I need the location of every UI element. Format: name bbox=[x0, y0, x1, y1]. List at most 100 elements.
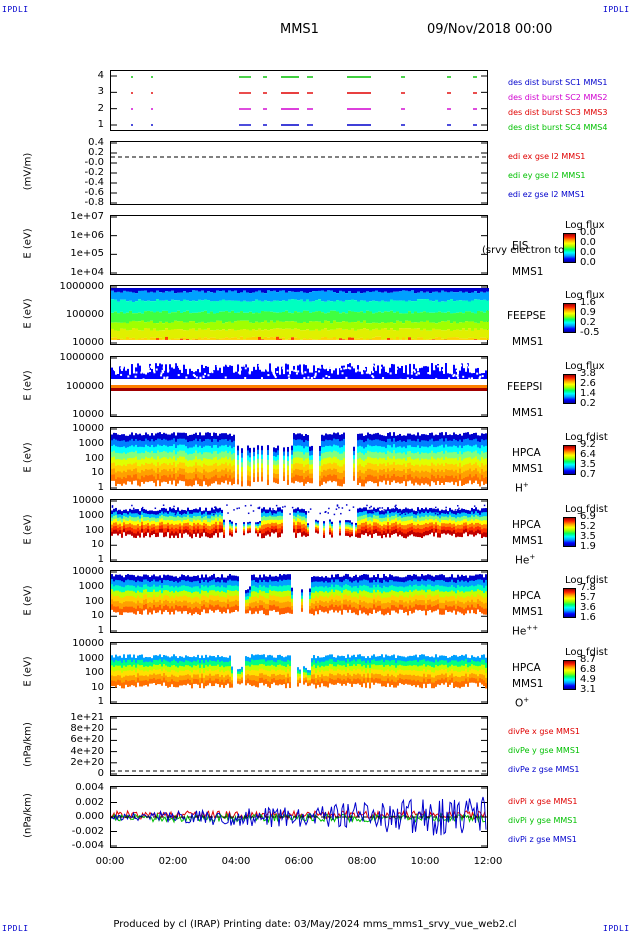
date-title: 09/Nov/2018 00:00 bbox=[427, 22, 553, 37]
y-tick-label: 1 bbox=[97, 119, 104, 130]
corner-label-bl: IPDLI bbox=[2, 924, 29, 933]
instrument-label: HPCA bbox=[512, 519, 541, 531]
colorbar bbox=[563, 588, 576, 618]
y-axis-label: E (eV) bbox=[22, 298, 34, 329]
y-tick-label: -0.2 bbox=[84, 167, 104, 178]
species-name: He bbox=[515, 554, 530, 567]
y-tick-label: 100 bbox=[84, 595, 104, 607]
legend-entry: divPi x gse MMS1 bbox=[508, 797, 578, 806]
colorbar-label: 0.9 bbox=[580, 307, 596, 318]
panel-hpca_h bbox=[110, 427, 488, 490]
legend-entry: divPe z gse MMS1 bbox=[508, 765, 580, 774]
legend-entry: des dist burst SC4 MMS4 bbox=[508, 123, 608, 132]
y-tick-label: 100 bbox=[84, 667, 104, 678]
legend-entry: des dist burst SC2 MMS2 bbox=[508, 93, 608, 102]
x-tick-label: 12:00 bbox=[473, 856, 503, 867]
y-tick-label: 100000 bbox=[65, 380, 104, 392]
species-charge: ++ bbox=[526, 624, 539, 632]
colorbar-label: 7.8 bbox=[580, 582, 596, 593]
species-label: H+ bbox=[515, 481, 529, 495]
y-tick-label: 0.4 bbox=[88, 137, 104, 148]
y-tick-label: 1 bbox=[97, 554, 104, 565]
y-tick-label: 2 bbox=[97, 102, 104, 114]
y-tick-label: 0.2 bbox=[88, 147, 104, 158]
colorbar-title: Log fdist bbox=[565, 504, 608, 515]
corner-label-br: IPDLI bbox=[603, 924, 630, 933]
y-tick-label: 1000 bbox=[78, 437, 104, 449]
colorbar-label: 0.2 bbox=[580, 398, 596, 409]
colorbar-label: 0.7 bbox=[580, 469, 596, 480]
legend-entry: divPe y gse MMS1 bbox=[508, 746, 580, 755]
y-tick-label: 3 bbox=[97, 86, 104, 98]
y-tick-label: -0.002 bbox=[71, 825, 104, 837]
colorbar-label: 6.4 bbox=[580, 449, 596, 460]
y-tick-label: 100 bbox=[84, 452, 104, 464]
panel-burst bbox=[110, 70, 488, 131]
legend-entry: des dist burst SC1 MMS1 bbox=[508, 78, 608, 87]
colorbar-title: Log fdist bbox=[565, 432, 608, 443]
legend-entry: edi ey gse l2 MMS1 bbox=[508, 171, 586, 180]
colorbar-label: 0.0 bbox=[580, 237, 596, 248]
legend-entry: divPe x gse MMS1 bbox=[508, 727, 580, 736]
legend-entry: divPi y gse MMS1 bbox=[508, 816, 578, 825]
y-tick-label: 1000000 bbox=[59, 281, 104, 292]
colorbar-label: 0.0 bbox=[580, 227, 596, 238]
panel-canvas-divpe bbox=[111, 717, 487, 775]
legend-entry: divPi z gse MMS1 bbox=[508, 835, 577, 844]
colorbar-title: Log fdist bbox=[565, 575, 608, 586]
y-tick-label: 1000 bbox=[78, 509, 104, 521]
y-axis-label: E (eV) bbox=[22, 369, 34, 401]
instrument-label: EIS bbox=[512, 240, 529, 252]
colorbar-label: 5.7 bbox=[580, 592, 596, 603]
spacecraft-label: MMS1 bbox=[512, 266, 544, 278]
panel-canvas-edi bbox=[111, 142, 487, 204]
y-tick-label: 0.004 bbox=[75, 782, 104, 793]
y-tick-label: 10 bbox=[91, 467, 104, 479]
panel-canvas-hpca_hepp bbox=[111, 571, 487, 632]
y-tick-label: 10000 bbox=[72, 409, 104, 420]
panel-hpca_he bbox=[110, 499, 488, 562]
instrument-label: FEEPSI bbox=[507, 381, 543, 393]
x-tick-label: 02:00 bbox=[158, 856, 188, 867]
y-axis-label: (nPa/km) bbox=[22, 793, 34, 838]
y-tick-label: 1000000 bbox=[59, 352, 104, 363]
instrument-label: FEEPSE bbox=[507, 310, 546, 322]
x-tick-label: 06:00 bbox=[284, 856, 314, 867]
spacecraft-label: MMS1 bbox=[512, 336, 544, 348]
y-tick-label: 10 bbox=[91, 539, 104, 551]
panel-edi bbox=[110, 141, 488, 205]
instrument-label: HPCA bbox=[512, 662, 541, 674]
species-name: O bbox=[515, 697, 524, 710]
x-tick-label: 04:00 bbox=[221, 856, 251, 867]
species-name: He bbox=[512, 625, 527, 638]
y-tick-label: 10000 bbox=[72, 337, 104, 348]
panel-canvas-hpca_he bbox=[111, 500, 487, 561]
colorbar-label: 3.6 bbox=[580, 602, 596, 613]
overlay-text: (srvy electron to bbox=[482, 245, 565, 256]
y-tick-label: 10000 bbox=[72, 495, 104, 506]
colorbar-label: 0.0 bbox=[580, 257, 596, 268]
species-label: He+ bbox=[515, 553, 535, 567]
y-tick-label: 10000 bbox=[72, 566, 104, 577]
species-label: O+ bbox=[515, 696, 529, 710]
y-tick-label: 100 bbox=[84, 524, 104, 536]
y-tick-label: 10 bbox=[91, 681, 104, 693]
colorbar-title: Log flux bbox=[565, 361, 605, 372]
colorbar-label: 3.8 bbox=[580, 368, 596, 379]
x-tick-label: 10:00 bbox=[410, 856, 440, 867]
y-axis-label: (mV/m) bbox=[22, 152, 34, 191]
y-tick-label: 1e+04 bbox=[70, 267, 104, 278]
y-tick-label: 10000 bbox=[72, 423, 104, 434]
panel-feepsi bbox=[110, 356, 488, 417]
colorbar-label: 0.2 bbox=[580, 317, 596, 328]
y-tick-label: -0.4 bbox=[84, 177, 104, 188]
colorbar-label: 1.9 bbox=[580, 541, 596, 552]
colorbar bbox=[563, 374, 576, 404]
y-tick-label: -0.0 bbox=[84, 157, 104, 168]
colorbar-label: 1.4 bbox=[580, 388, 596, 399]
colorbar-title: Log flux bbox=[565, 220, 605, 231]
y-tick-label: 1 bbox=[97, 625, 104, 636]
panel-canvas-divpi bbox=[110, 787, 487, 847]
instrument-label: HPCA bbox=[512, 447, 541, 459]
colorbar bbox=[563, 303, 576, 333]
